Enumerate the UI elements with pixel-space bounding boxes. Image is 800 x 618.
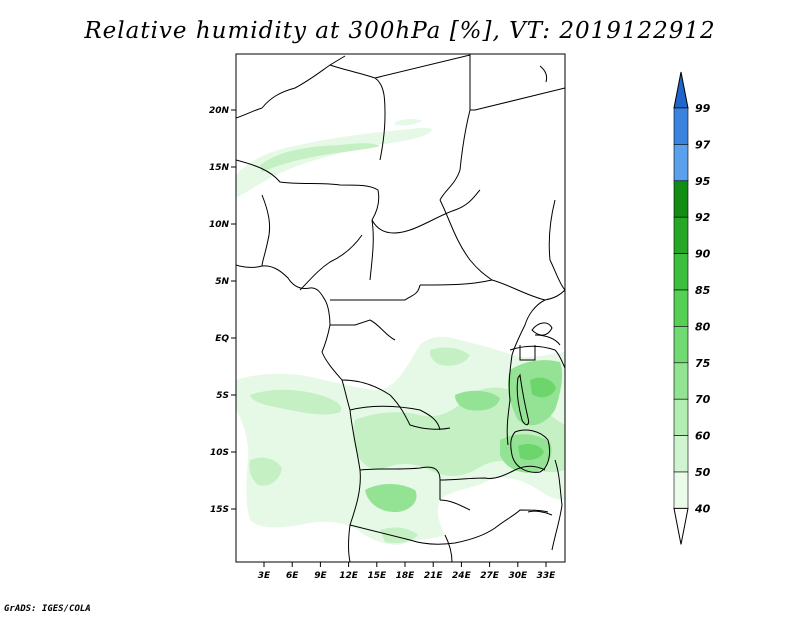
colorbar-segment bbox=[673, 144, 689, 182]
lon-label: 30E bbox=[508, 571, 528, 581]
colorbar-label: 97 bbox=[695, 138, 711, 151]
colorbar-top-arrow bbox=[673, 71, 689, 109]
map-title: Relative humidity at 300hPa [%], VT: 201… bbox=[84, 18, 716, 44]
lon-label: 9E bbox=[314, 571, 327, 581]
colorbar-bottom-arrow bbox=[673, 507, 689, 545]
lat-label: 20N bbox=[209, 106, 230, 116]
lon-label: 33E bbox=[537, 571, 557, 581]
colorbar: 99 97 95 92 90 85 80 75 70 60 50 40 bbox=[673, 71, 711, 545]
colorbar-label: 75 bbox=[695, 357, 711, 370]
lat-label: 15N bbox=[209, 163, 230, 173]
lat-label: EQ bbox=[215, 334, 229, 344]
lon-label: 24E bbox=[452, 571, 472, 581]
lat-label: 15S bbox=[210, 505, 229, 515]
colorbar-label: 80 bbox=[695, 320, 711, 333]
colorbar-label: 70 bbox=[695, 393, 711, 406]
colorbar-label: 95 bbox=[695, 175, 711, 188]
colorbar-segment bbox=[673, 289, 689, 327]
colorbar-segment bbox=[673, 362, 689, 400]
humidity-shading bbox=[236, 118, 565, 545]
colorbar-label: 50 bbox=[695, 466, 711, 479]
country-borders bbox=[236, 54, 565, 562]
map-frame bbox=[235, 53, 566, 563]
lon-label: 12E bbox=[339, 571, 359, 581]
lat-label: 10N bbox=[209, 220, 230, 230]
lat-label: 10S bbox=[210, 448, 229, 458]
colorbar-segment bbox=[673, 326, 689, 364]
lon-label: 27E bbox=[480, 571, 500, 581]
lon-label: 6E bbox=[286, 571, 299, 581]
longitude-axis: 3E 6E 9E 12E 15E 18E 21E 24E 27E 30E 33E bbox=[258, 562, 556, 581]
colorbar-label: 60 bbox=[695, 430, 711, 443]
colorbar-segment bbox=[673, 216, 689, 254]
colorbar-segment bbox=[673, 253, 689, 291]
latitude-axis: 20N 15N 10N 5N EQ 5S 10S 15S bbox=[209, 106, 236, 515]
colorbar-segment bbox=[673, 180, 689, 218]
lat-label: 5S bbox=[216, 391, 229, 401]
colorbar-label: 90 bbox=[695, 248, 711, 261]
colorbar-label: 99 bbox=[695, 102, 711, 115]
lon-label: 3E bbox=[258, 571, 271, 581]
colorbar-label: 40 bbox=[694, 502, 711, 515]
colorbar-label: 92 bbox=[695, 211, 711, 224]
colorbar-segment bbox=[673, 107, 689, 145]
lat-label: 5N bbox=[215, 277, 229, 287]
lon-label: 18E bbox=[396, 571, 416, 581]
grads-credit: GrADS: IGES/COLA bbox=[4, 604, 91, 614]
colorbar-segment bbox=[673, 398, 689, 436]
lon-label: 15E bbox=[367, 571, 387, 581]
colorbar-segment bbox=[673, 435, 689, 473]
lon-label: 21E bbox=[424, 571, 444, 581]
colorbar-segment bbox=[673, 471, 689, 509]
colorbar-label: 85 bbox=[695, 284, 711, 297]
